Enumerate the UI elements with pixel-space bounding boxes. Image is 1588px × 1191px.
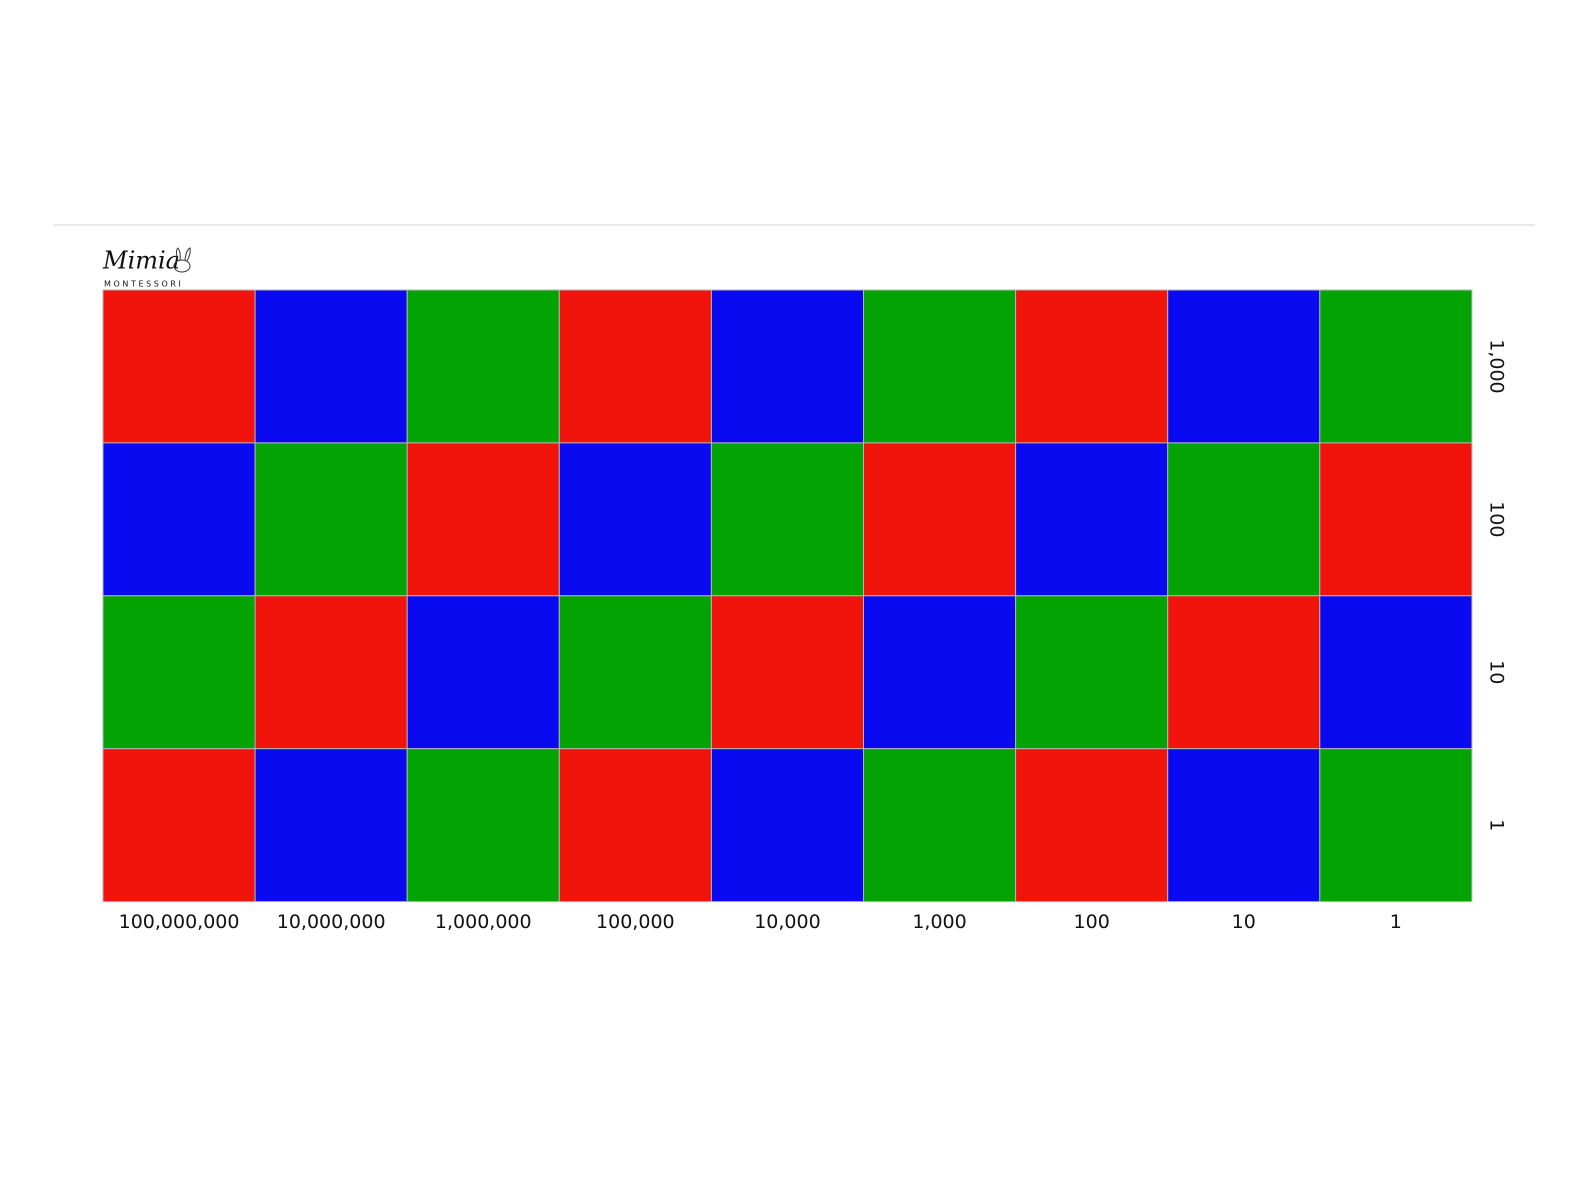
cell — [102, 595, 256, 750]
cell — [102, 748, 256, 903]
column-label: 1 — [1390, 911, 1402, 933]
row-label: 100 — [1485, 501, 1507, 537]
cell — [710, 289, 865, 444]
column-label: 1,000,000 — [435, 911, 532, 933]
cell — [1319, 595, 1473, 750]
cell — [710, 595, 865, 750]
row-label: 1,000 — [1485, 339, 1507, 393]
column-label: 100,000 — [596, 911, 675, 933]
logo-subtitle: MONTESSORI — [104, 280, 184, 289]
cell — [710, 748, 865, 903]
cell — [1167, 289, 1321, 444]
cell — [1319, 442, 1473, 597]
cell — [406, 595, 560, 750]
cell — [558, 748, 712, 903]
cell — [558, 595, 712, 750]
logo-script: Mimia — [102, 247, 180, 275]
cell — [254, 595, 408, 750]
cell — [1015, 289, 1169, 444]
checkerboard — [102, 289, 1473, 903]
cell — [254, 748, 408, 903]
cell — [254, 442, 408, 597]
cell — [1319, 289, 1473, 444]
column-label: 100,000,000 — [119, 911, 240, 933]
cell — [406, 289, 560, 444]
column-label: 100 — [1074, 911, 1110, 933]
cell — [1319, 748, 1473, 903]
cell — [102, 442, 256, 597]
cell — [1015, 748, 1169, 903]
row-label: 1 — [1485, 819, 1507, 831]
cell — [1167, 748, 1321, 903]
column-label: 1,000 — [912, 911, 966, 933]
cell — [1167, 442, 1321, 597]
cell — [254, 289, 408, 444]
column-label: 10,000,000 — [277, 911, 386, 933]
cell — [1015, 442, 1169, 597]
cell — [1015, 595, 1169, 750]
cell — [406, 442, 560, 597]
column-label: 10,000 — [754, 911, 820, 933]
cell — [406, 748, 560, 903]
column-label: 10 — [1232, 911, 1256, 933]
cell — [710, 442, 865, 597]
cell — [558, 442, 712, 597]
cell — [1167, 595, 1321, 750]
cell — [863, 748, 1017, 903]
logo-bunny — [173, 247, 191, 273]
cell — [863, 595, 1017, 750]
cell — [102, 289, 256, 444]
row-label: 10 — [1485, 660, 1507, 684]
cell — [863, 442, 1017, 597]
cell — [863, 289, 1017, 444]
cell — [558, 289, 712, 444]
